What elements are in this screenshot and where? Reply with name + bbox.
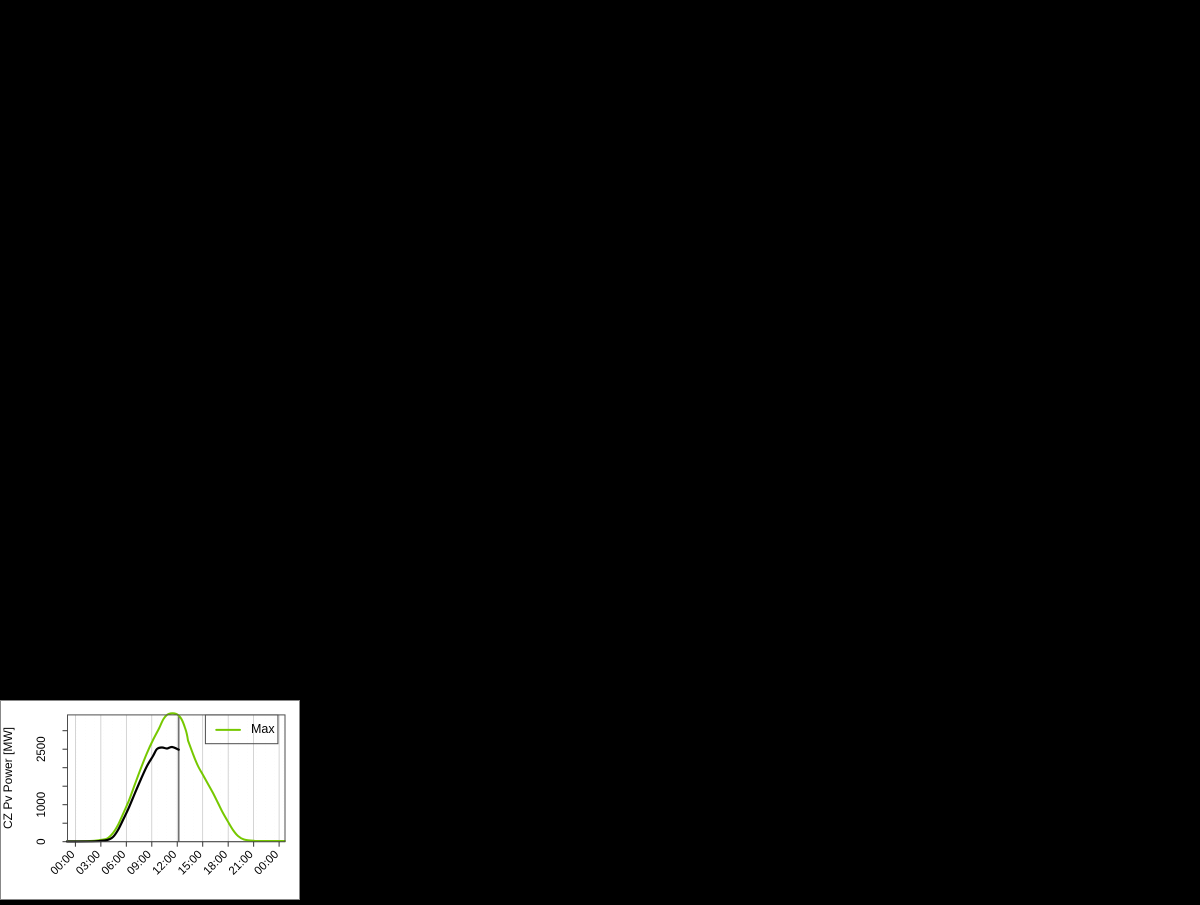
svg-text:03:00: 03:00 [74,849,103,878]
svg-text:1000: 1000 [36,792,48,818]
svg-text:15:00: 15:00 [176,849,205,878]
svg-text:12:00: 12:00 [151,849,180,878]
svg-text:09:00: 09:00 [125,849,154,878]
svg-text:00:00: 00:00 [252,849,281,878]
svg-text:Max: Max [251,722,275,736]
svg-text:CZ Pv Power [MW]: CZ Pv Power [MW] [1,727,15,829]
svg-text:2500: 2500 [36,736,48,762]
svg-text:06:00: 06:00 [100,849,129,878]
svg-text:18:00: 18:00 [201,849,230,878]
svg-text:00:00: 00:00 [49,849,78,878]
svg-text:0: 0 [36,838,48,844]
svg-text:21:00: 21:00 [227,849,256,878]
